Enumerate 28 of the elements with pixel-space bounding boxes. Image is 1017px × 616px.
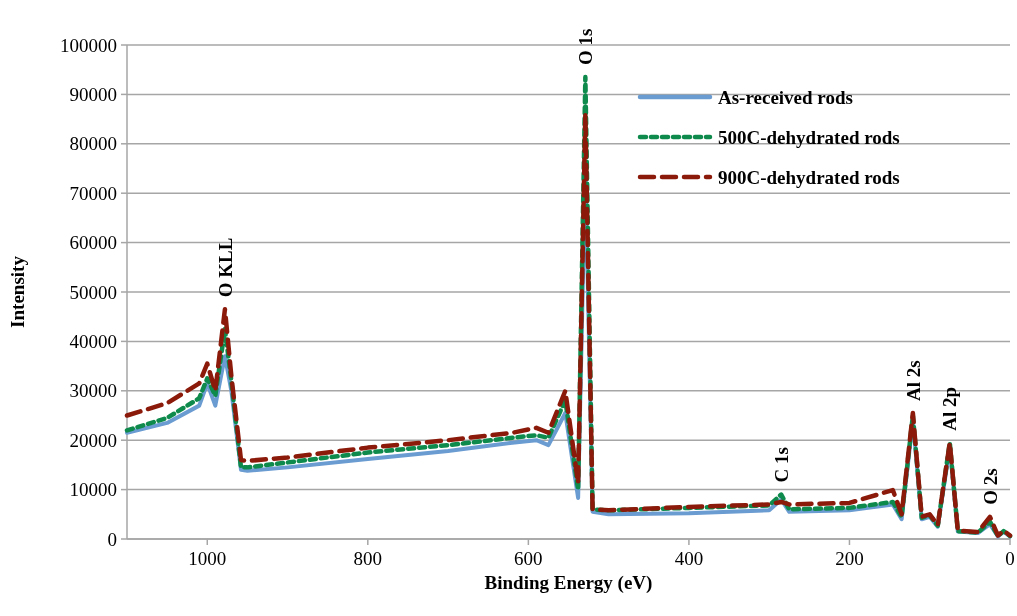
annotation: O KLL (214, 237, 236, 298)
legend-label: 500C-dehydrated rods (718, 126, 900, 148)
x-tick-label: 200 (835, 548, 864, 569)
y-tick-label: 90000 (69, 84, 117, 106)
x-tick-label: 400 (674, 548, 704, 569)
y-tick-label: 100000 (60, 34, 117, 56)
y-tick-label: 70000 (69, 182, 117, 204)
y-tick-label: 60000 (69, 232, 117, 254)
annotation: Al 2s (902, 360, 924, 402)
y-tick-label: 40000 (69, 331, 117, 353)
legend-label: As-received rods (718, 86, 853, 108)
y-tick-label: 50000 (69, 281, 117, 303)
legend-label: 900C-dehydrated rods (718, 166, 900, 188)
y-tick-label: 30000 (69, 380, 117, 402)
y-tick-label: 0 (107, 528, 117, 550)
annotation: Al 2p (939, 386, 961, 431)
x-axis-title: Binding Energy (eV) (484, 572, 653, 594)
x-tick-label: 800 (353, 548, 383, 569)
y-tick-label: 10000 (69, 479, 117, 501)
annotation: O 2s (979, 468, 1001, 505)
x-tick-label: 1000 (188, 548, 227, 569)
annotation: O 1s (575, 28, 597, 66)
x-tick-label: 600 (514, 548, 543, 569)
y-tick-label: 20000 (69, 429, 117, 451)
x-tick-label: 0 (1005, 548, 1015, 569)
annotation: C 1s (770, 447, 792, 483)
y-tick-label: 80000 (69, 133, 117, 155)
y-axis-title: Intensity (7, 255, 28, 328)
